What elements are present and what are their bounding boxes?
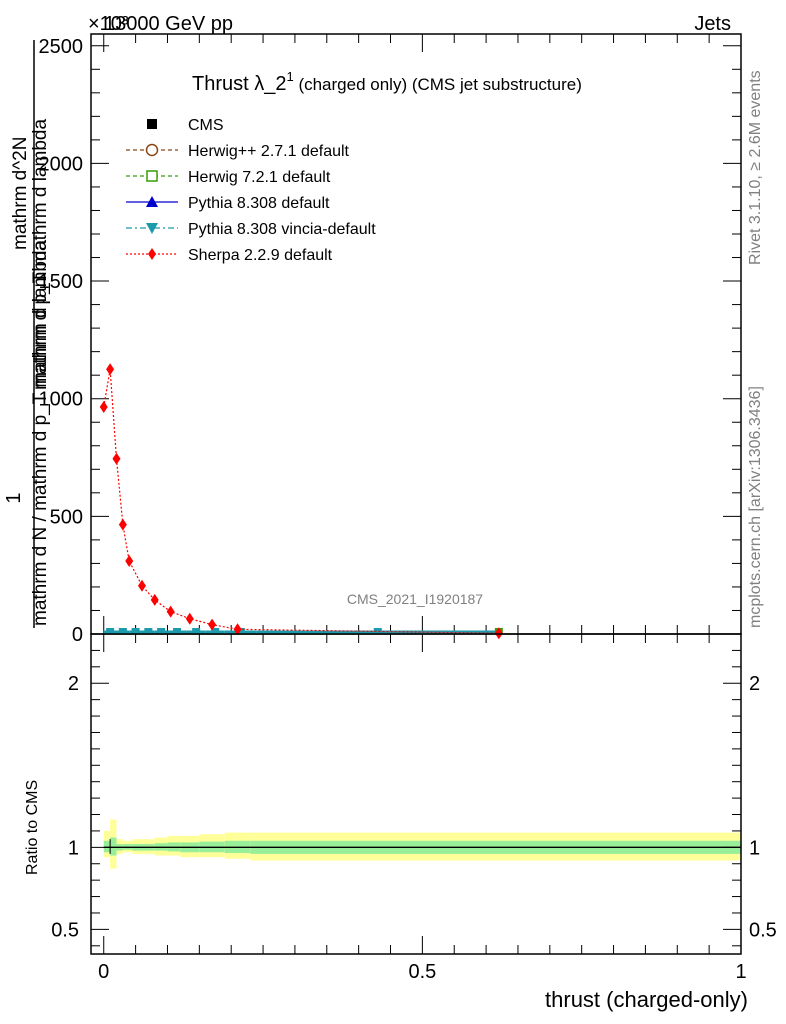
y-label-numerator: 1 <box>3 492 25 503</box>
legend-marker <box>146 196 158 207</box>
ratio-y-tick-label: 0.5 <box>51 919 79 941</box>
sherpa-point <box>137 579 146 592</box>
ratio-plot: 0.5 0.51 12 2 0 0.5 1 <box>51 633 777 983</box>
ratio-x-ticks: 0 0.5 1 <box>98 634 747 983</box>
x-tick-label: 1 <box>735 961 746 983</box>
sherpa-point <box>118 518 127 531</box>
sherpa-line <box>103 369 499 634</box>
legend-marker <box>146 223 158 234</box>
flat-series <box>103 628 503 634</box>
sherpa-point <box>150 593 159 606</box>
y-label-denominator: mathrm d N / mathrm d p_T mathrm d lambd… <box>30 239 51 626</box>
flat-series-marker <box>192 628 201 634</box>
legend-entry: Pythia 8.308 vincia-default <box>126 221 376 238</box>
legend-marker <box>148 248 156 260</box>
x-axis-label: thrust (charged-only) <box>545 987 748 1012</box>
legend-marker <box>146 170 158 182</box>
ratio-band-green <box>103 840 111 853</box>
sherpa-point <box>233 623 242 636</box>
sherpa-point <box>112 452 121 465</box>
header-exponent: ×10³ <box>88 13 129 35</box>
ratio-y-tick-label: 2 <box>68 673 79 695</box>
legend: CMS Herwig++ 2.7.1 default Herwig 7.2.1 de… <box>126 117 376 264</box>
flat-series-marker <box>236 628 245 634</box>
legend-entry: Herwig++ 2.7.1 default <box>126 143 350 160</box>
legend-label: Pythia 8.308 default <box>188 195 330 212</box>
flat-series-marker <box>373 628 382 634</box>
sherpa-point <box>166 605 175 618</box>
legend-marker <box>147 119 157 129</box>
ratio-y-tick-label-right: 1 <box>749 837 760 859</box>
flat-series-marker <box>144 628 153 634</box>
header-jets: Jets <box>694 13 731 35</box>
legend-entry: Herwig 7.2.1 default <box>126 169 331 186</box>
flat-series-marker <box>211 628 220 634</box>
y-tick-label: 2500 <box>39 36 84 58</box>
plot-title-rest: (charged only) (CMS jet substructure) <box>294 75 582 94</box>
plot-title-sup: 1 <box>286 69 293 84</box>
ratio-y-ticks: 0.5 0.5 1 1 2 2 <box>51 649 777 947</box>
y-tick-label: 500 <box>50 506 83 528</box>
flat-series-marker <box>106 628 115 634</box>
ratio-band-green <box>110 837 117 856</box>
sherpa-point <box>106 363 115 376</box>
plot-title-main: Thrust λ_2 <box>192 73 286 95</box>
plot-title: Thrust λ_21 (charged only) (CMS jet subs… <box>192 69 582 95</box>
sherpa-point <box>208 618 217 631</box>
legend-entry: Pythia 8.308 default <box>126 195 330 212</box>
legend-label: Herwig 7.2.1 default <box>188 169 331 186</box>
rivet-label: Rivet 3.1.10, ≥ 2.6M events <box>747 70 764 265</box>
main-plot: 0 500 1000 1500 2000 2500 <box>39 33 742 646</box>
ratio-y-tick-label: 1 <box>68 837 79 859</box>
legend-label: Pythia 8.308 vincia-default <box>188 221 376 238</box>
ratio-plot-frame <box>90 633 742 955</box>
legend-entry: CMS <box>147 117 224 134</box>
mcplots-label: mcplots.cern.ch [arXiv:1306.3436] <box>747 386 764 628</box>
sherpa-point <box>99 400 108 413</box>
legend-label: CMS <box>188 117 224 134</box>
y-label-top: mathrm d^2N <box>10 137 31 250</box>
ratio-y-tick-label-right: 0.5 <box>749 919 777 941</box>
y-tick-label: 0 <box>72 624 83 646</box>
legend-label: Sherpa 2.2.9 default <box>188 247 333 264</box>
legend-label: Herwig++ 2.7.1 default <box>188 143 350 160</box>
analysis-watermark: CMS_2021_I1920187 <box>347 591 483 607</box>
x-tick-label: 0.5 <box>408 961 436 983</box>
ratio-y-label: Ratio to CMS <box>24 780 41 875</box>
flat-series-marker <box>173 628 182 634</box>
main-y-ticks: 0 500 1000 1500 2000 2500 <box>39 36 741 646</box>
flat-series-marker <box>131 628 140 634</box>
ratio-y-tick-label-right: 2 <box>749 673 760 695</box>
y-tick-label: 1500 <box>39 271 84 293</box>
flat-series-marker <box>157 628 166 634</box>
sherpa-series <box>99 363 503 640</box>
legend-marker <box>145 143 159 157</box>
y-label-mid: mathrm d p_T mathrm d lambda <box>30 119 51 390</box>
y-tick-label: 2000 <box>39 153 84 175</box>
x-tick-label: 0 <box>98 961 109 983</box>
legend-entry: Sherpa 2.2.9 default <box>126 247 333 264</box>
flat-series-marker <box>118 628 127 634</box>
ratio-bands <box>103 819 741 869</box>
y-tick-label: 1000 <box>39 389 84 411</box>
sherpa-point <box>185 612 194 625</box>
main-y-axis-label: 1 mathrm d N / mathrm d p_T mathrm d lam… <box>3 40 51 628</box>
header-energy: 13000 GeV pp <box>104 13 233 35</box>
sherpa-point <box>125 555 134 568</box>
